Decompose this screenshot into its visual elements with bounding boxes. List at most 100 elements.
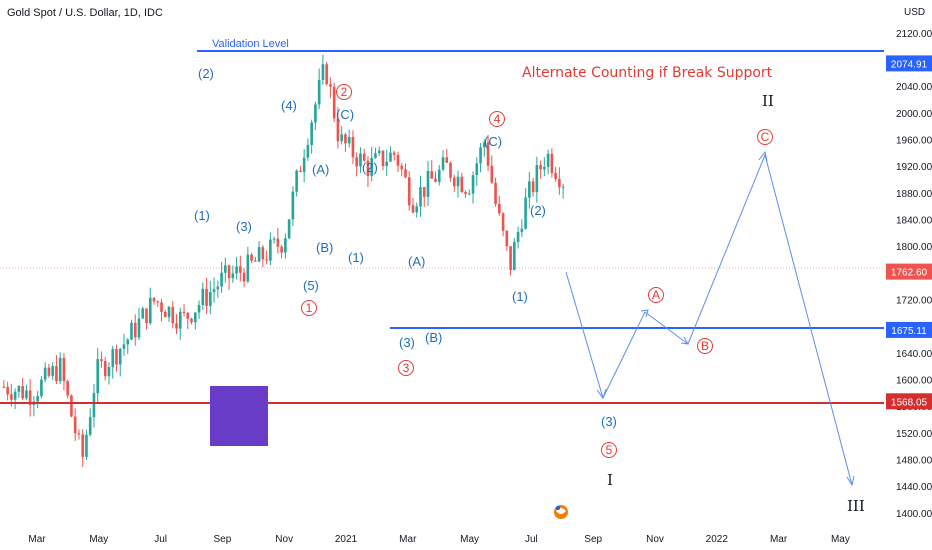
- candle-body: [152, 297, 156, 302]
- candle-body: [543, 166, 546, 170]
- candle-body: [239, 266, 242, 273]
- candle-body: [535, 165, 539, 193]
- candle-body: [415, 206, 419, 213]
- time-tick-label: May: [89, 534, 108, 545]
- candle-body: [558, 178, 561, 188]
- price-badge-label: 1675.11: [891, 326, 927, 337]
- wave-labels-red: 2 4 1 3 A B C 5: [301, 84, 773, 458]
- currency-label: USD: [904, 7, 925, 18]
- circled-label-text: 2: [341, 85, 348, 99]
- candle-body: [306, 144, 310, 158]
- circled-label: 2: [336, 84, 352, 100]
- price-tick-label: 1600.00: [896, 376, 932, 387]
- candle-body: [88, 417, 92, 435]
- candle-body: [182, 311, 186, 313]
- candle-body: [10, 394, 13, 400]
- candle-body: [265, 259, 268, 261]
- candle-body: [445, 157, 449, 163]
- price-tick-label: 2120.00: [896, 29, 932, 40]
- candle-body: [449, 162, 452, 178]
- candle-body: [513, 242, 516, 270]
- candle-body: [254, 260, 257, 262]
- candle-body: [287, 219, 291, 239]
- circled-label-text: 3: [403, 361, 410, 375]
- candle-body: [475, 163, 479, 176]
- circled-label: 1: [301, 300, 317, 316]
- candle-body: [509, 246, 512, 270]
- price-tick-label: 1880.00: [896, 189, 932, 200]
- candle-body: [118, 348, 122, 365]
- candle-body: [126, 339, 130, 345]
- wave-label: (1): [512, 289, 528, 304]
- time-axis[interactable]: Mar May Jul Sep Nov 2021 Mar May Jul Sep Nov 2022 Ma…: [28, 534, 849, 545]
- candle-body: [40, 379, 43, 397]
- circled-label-text: A: [652, 288, 660, 302]
- candle-body: [340, 134, 343, 142]
- zone-box: [210, 386, 268, 446]
- arrowhead-3: [680, 336, 689, 345]
- circled-label: 5: [601, 442, 617, 458]
- circled-label: 4: [489, 111, 505, 127]
- candle-body: [317, 79, 321, 105]
- candle-body: [351, 136, 355, 158]
- circled-label-text: 5: [606, 443, 613, 457]
- candle-body: [302, 157, 306, 172]
- wave-label: (5): [303, 278, 319, 293]
- price-badge: [886, 263, 932, 280]
- candle-body: [359, 153, 362, 167]
- candle-body: [160, 302, 163, 312]
- price-badge-label: 2074.91: [891, 59, 928, 70]
- candle-body: [441, 157, 445, 170]
- candle-body: [482, 142, 486, 148]
- candle-body: [261, 247, 265, 260]
- candle-body: [163, 311, 167, 318]
- candle-body: [208, 291, 212, 306]
- candle-body: [242, 272, 246, 282]
- price-tick-label: 1960.00: [896, 136, 932, 147]
- wave-label: (1): [194, 208, 210, 223]
- price-tick-label: 1440.00: [896, 482, 932, 493]
- candle-body: [77, 433, 81, 435]
- candle-body: [220, 272, 223, 287]
- price-tick-label: 2000.00: [896, 109, 932, 120]
- candle-body: [528, 181, 531, 198]
- wave-label: (3): [601, 414, 617, 429]
- candle-body: [456, 176, 460, 187]
- candle-body: [550, 153, 554, 173]
- validation-level-label: Validation Level: [212, 38, 289, 50]
- candle-body: [212, 289, 216, 292]
- candle-body: [186, 312, 190, 319]
- price-badge: [886, 55, 932, 72]
- candle-body: [6, 386, 9, 395]
- candle-body: [321, 64, 325, 80]
- candle-body: [167, 306, 171, 318]
- roman-label: I: [607, 471, 613, 489]
- candle-body: [314, 104, 317, 123]
- wave-label: (C): [484, 134, 502, 149]
- candle-body: [347, 136, 351, 144]
- time-tick-label: Sep: [214, 534, 232, 545]
- candle-body: [231, 273, 235, 279]
- candle-body: [464, 192, 467, 194]
- candle-body: [107, 367, 111, 377]
- candle-body: [498, 204, 501, 214]
- circled-label: B: [697, 338, 713, 354]
- time-tick-label: May: [831, 534, 850, 545]
- candle-body: [171, 306, 175, 324]
- candle-body: [370, 157, 374, 176]
- candle-body: [133, 322, 137, 338]
- candle-body: [332, 86, 336, 119]
- time-tick-label: Mar: [28, 534, 46, 545]
- price-tick-label: 2040.00: [896, 82, 932, 93]
- candle-body: [362, 153, 366, 161]
- candle-body: [103, 360, 107, 377]
- circled-label-text: 4: [494, 112, 501, 126]
- candle-body: [178, 311, 182, 329]
- candle-body: [193, 312, 197, 323]
- candle-body: [224, 265, 227, 273]
- candle-body: [355, 157, 359, 167]
- wave-label: (1): [348, 250, 364, 265]
- candle-body: [396, 154, 400, 166]
- candle-body: [452, 177, 456, 187]
